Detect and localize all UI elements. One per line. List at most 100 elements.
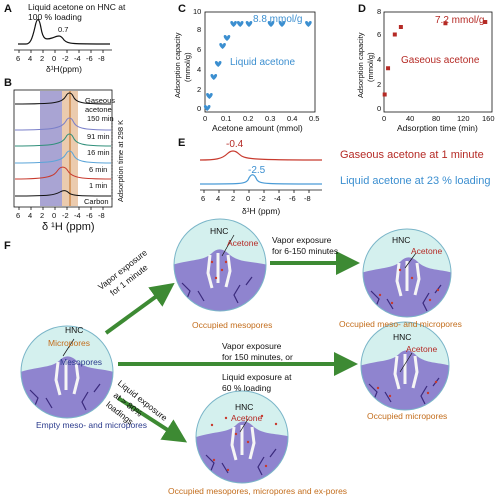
panel-d-xtick: 0 (382, 114, 387, 123)
occ-meso-micro-caption: Occupied meso- and micropores (339, 319, 462, 329)
panel-d-ytick: 6 (377, 30, 382, 39)
micropores-label: Micropores (48, 338, 91, 348)
panel-c-label: C (178, 3, 186, 15)
data-point (203, 105, 211, 111)
data-point (223, 35, 231, 41)
panel-a-tick: -6 (86, 54, 93, 63)
occ-micro-caption: Occupied micropores (367, 411, 448, 421)
arrow3-line3: Liquid exposure at (222, 372, 292, 382)
panel-b-gaseous: Gaseous (85, 96, 116, 105)
panel-b-tick: -2 (62, 211, 69, 220)
panel-a-title: Liquid acetone on HNC at (28, 2, 126, 12)
panel-a-tick: 2 (40, 54, 45, 63)
panel-e-tick: 0 (246, 194, 251, 203)
arrow3-line2: for 150 minutes, or (222, 352, 293, 362)
panel-e-peak-blue: -2.5 (248, 165, 266, 176)
panel-d-annotation: 7.2 mmol/g (435, 15, 485, 26)
mesomicro-circle-acetone: Acetone (411, 246, 443, 256)
panel-c-ytick: 8 (197, 25, 202, 34)
panel-b-band-label: A (35, 92, 41, 101)
occupied-mesopores-circle (174, 219, 266, 311)
arrow3-line4: 60 % loading (222, 383, 272, 393)
panel-e-peak-red: -0.4 (226, 139, 244, 150)
occ-meso-caption: Occupied mesopores (192, 320, 273, 330)
panel-c-xtick: 0.3 (265, 114, 276, 123)
panel-a-tick: -8 (98, 54, 105, 63)
arrow3-line1: Vapor exposure (222, 341, 282, 351)
panel-c-xtick: 0.2 (243, 114, 254, 123)
data-point (386, 66, 391, 71)
panel-d-label: D (358, 3, 366, 15)
panel-c-xtick: 0.1 (221, 114, 232, 123)
data-point (219, 43, 226, 49)
data-point (267, 21, 275, 27)
panel-d-xtick: 160 (482, 114, 495, 123)
data-point (305, 21, 312, 27)
panel-d-ytick: 4 (377, 55, 382, 64)
panel-d-ytick: 2 (377, 80, 382, 89)
all-circle-hnc: HNC (235, 402, 254, 412)
data-point (206, 93, 213, 99)
panel-b-tick: 4 (28, 211, 33, 220)
panel-c-xtick: 0.5 (309, 114, 320, 123)
panel-b-gaseous-2: acetone (85, 105, 112, 114)
occupied-micropores-circle (361, 322, 449, 410)
panel-e-label: E (178, 137, 186, 149)
data-point (230, 21, 237, 27)
panel-b-series-label: 6 min (89, 165, 108, 174)
panel-a-peak-label: 0.7 (58, 25, 69, 34)
panel-d-ytick: 8 (377, 7, 382, 16)
panel-b-tick: -8 (98, 211, 105, 220)
panel-b-tick: 0 (52, 211, 57, 220)
data-point (382, 92, 387, 97)
data-point (398, 25, 403, 29)
empty-circle-hnc: HNC (65, 325, 84, 335)
panel-b-label: B (4, 77, 12, 89)
all-circle-acetone: Acetone (231, 413, 263, 423)
data-point (214, 61, 222, 67)
panel-e-tick: -2 (259, 194, 266, 203)
arrow2-line1: Vapor exposure (272, 235, 332, 245)
panel-c-ytick: 10 (193, 7, 202, 16)
meso-circle-acetone: Acetone (227, 238, 259, 248)
panel-b-series-label: Carbon (84, 197, 109, 206)
panel-e-tick: 2 (231, 194, 236, 203)
data-point (443, 21, 448, 26)
panel-b-series-label: 91 min (87, 132, 110, 141)
panel-e-tick: -4 (274, 194, 281, 203)
empty-pores-circle (21, 326, 113, 418)
panel-c-xlabel: Acetone amount (mmol) (212, 123, 303, 133)
panel-b-series-label: 1 min (89, 181, 108, 190)
panel-e-tick: -8 (304, 194, 311, 203)
panel-d-ytick: 0 (377, 104, 382, 113)
micro-circle-acetone: Acetone (406, 344, 438, 354)
panel-a-label: A (4, 3, 12, 15)
panel-a-tick: 4 (28, 54, 33, 63)
panel-c-ytick: 6 (197, 45, 202, 54)
panel-d-series-label: Gaseous acetone (401, 55, 480, 66)
panel-e-legend-blue: Liquid acetone at 23 % loading (340, 175, 491, 187)
panel-a-tick: -4 (74, 54, 81, 63)
panel-c-ytick: 2 (197, 85, 202, 94)
panel-b-series-label: 16 min (87, 148, 110, 157)
data-point (210, 74, 218, 80)
mesopores-label: Mesopores (60, 357, 103, 367)
panel-e-tick: -6 (289, 194, 296, 203)
panel-a-xlabel: δ¹H(ppm) (46, 64, 82, 74)
panel-c-xtick: 0.4 (287, 114, 298, 123)
empty-caption: Empty meso- and micropores (36, 420, 148, 430)
panel-e-legend-red: Gaseous acetone at 1 minute (340, 149, 484, 161)
panel-c-annotation: 8.8 mmol/g (253, 14, 303, 25)
occupied-meso-micro-circle (363, 229, 451, 317)
panel-f-label: F (4, 240, 11, 252)
panel-d-xtick: 80 (432, 114, 441, 123)
panel-e-xlabel: δ¹H (ppm) (242, 206, 281, 216)
panel-d-xtick: 120 (457, 114, 470, 123)
panel-b-series-label: 150 min (87, 114, 114, 123)
panel-a-tick: 6 (16, 54, 21, 63)
panel-b-xlabel: δ ¹H (ppm) (42, 221, 95, 233)
